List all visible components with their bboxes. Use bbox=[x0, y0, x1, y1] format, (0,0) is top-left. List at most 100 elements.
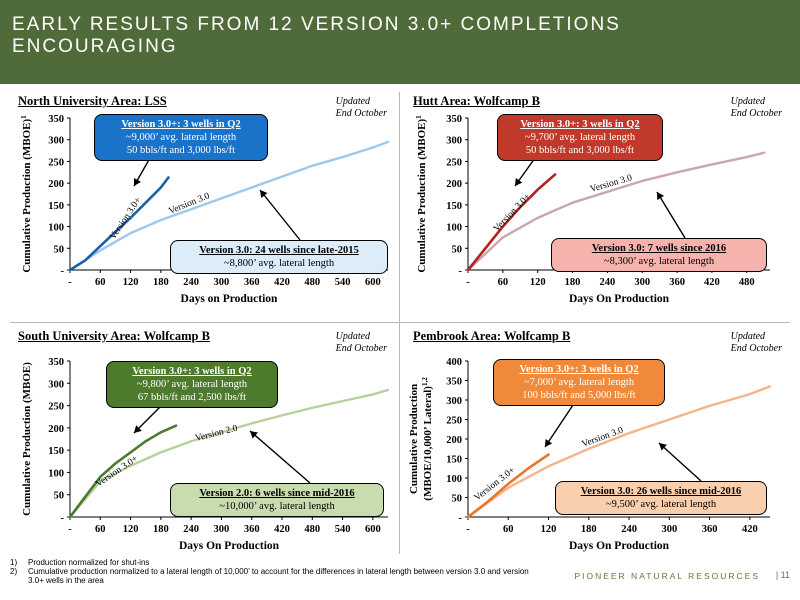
x-tick-label: 240 bbox=[183, 277, 199, 288]
y-axis-label-sup: 1 bbox=[20, 115, 28, 119]
line-chart: - 50 100 150 200 250 300 350 - 60 120 180 240 300 360 4… bbox=[20, 114, 390, 305]
y-axis-label-sup: 1 bbox=[415, 115, 423, 119]
callout-line-2: 50 bbls/ft and 3,000 lbs/ft bbox=[525, 145, 635, 156]
panel-title: North University Area: LSS bbox=[18, 94, 167, 108]
vertical-divider bbox=[399, 92, 400, 554]
arrow-to-old-line bbox=[259, 189, 301, 241]
callout-head: Version 3.0: 24 wells since late-2015 bbox=[199, 245, 359, 256]
footnote-text: Cumulative production normalized to a la… bbox=[28, 567, 529, 585]
x-tick-label: 120 bbox=[123, 524, 139, 535]
x-tick-label: 180 bbox=[581, 524, 597, 535]
callout-head: Version 3.0+: 3 wells in Q2 bbox=[520, 119, 640, 130]
callout-line-1: ~8,300’ avg. lateral length bbox=[603, 256, 715, 267]
callout-version-new: Version 3.0+: 3 wells in Q2 ~9,000’ avg.… bbox=[94, 114, 268, 161]
callout-version-old: Version 3.0: 26 wells since mid-2016 ~9,… bbox=[555, 481, 767, 515]
y-tick-label: 150 bbox=[48, 446, 64, 457]
arrow-to-old-line bbox=[656, 191, 686, 239]
y-axis-label: Cumulative Production (MBOE) bbox=[21, 362, 33, 516]
y-tick-label: 200 bbox=[48, 424, 64, 435]
x-tick-label: - bbox=[68, 277, 72, 288]
y-tick-label: 350 bbox=[446, 114, 462, 125]
y-tick-label: 250 bbox=[48, 402, 64, 413]
x-tick-label: 60 bbox=[498, 277, 509, 288]
callout-version-new: Version 3.0+: 3 wells in Q2 ~7,000’ avg.… bbox=[493, 359, 665, 406]
page-number: | 11 bbox=[775, 570, 790, 580]
x-axis-label: Days On Production bbox=[569, 540, 670, 552]
y-tick-label: 100 bbox=[446, 223, 462, 234]
series-label-version-old: Version 2.0 bbox=[194, 424, 239, 444]
y-tick-label: 50 bbox=[54, 244, 65, 255]
callout-version-old: Version 2.0: 6 wells since mid-2016 ~10,… bbox=[170, 483, 384, 517]
header-bar: EARLY RESULTS FROM 12 VERSION 3.0+ COMPL… bbox=[0, 0, 800, 84]
callout-version-old: Version 3.0: 7 wells since 2016 ~8,300’ … bbox=[551, 238, 767, 272]
company-brand: PIONEER NATURAL RESOURCES bbox=[574, 571, 760, 581]
footnote-2: 2) Cumulative production normalized to a … bbox=[10, 567, 530, 585]
arrowhead bbox=[657, 192, 665, 201]
footnote-1: 1) Production normalized for shut-ins bbox=[10, 558, 530, 567]
panel-south-university: South University Area: Wolfcamp B Update… bbox=[10, 327, 395, 552]
y-tick-label: - bbox=[459, 266, 463, 277]
x-tick-label: 480 bbox=[304, 277, 320, 288]
x-tick-label: 120 bbox=[530, 277, 546, 288]
panel-north-university: North University Area: LSS Updated End O… bbox=[10, 92, 395, 317]
x-tick-label: 540 bbox=[335, 277, 351, 288]
x-axis-label: Days on Production bbox=[181, 293, 279, 305]
y-tick-label: - bbox=[61, 266, 65, 277]
x-tick-label: 240 bbox=[600, 277, 616, 288]
callout-line-1: ~9,500’ avg. lateral length bbox=[605, 499, 717, 510]
callout-version-new: Version 3.0+: 3 wells in Q2 ~9,700’ avg.… bbox=[497, 114, 663, 161]
arrow-to-old-line bbox=[249, 430, 311, 484]
y-tick-label: 300 bbox=[48, 379, 64, 390]
y-tick-label: 100 bbox=[48, 223, 64, 234]
panel-title: Pembrook Area: Wolfcamp B bbox=[413, 329, 571, 343]
callout-line-2: 67 bbls/ft and 2,500 lbs/ft bbox=[137, 392, 247, 403]
series-label-version-new: Version 3.0+ bbox=[492, 192, 533, 234]
series-line-version-old bbox=[68, 140, 390, 272]
y-tick-label: 300 bbox=[48, 136, 64, 147]
x-tick-label: 300 bbox=[634, 277, 650, 288]
y-tick-label: 400 bbox=[446, 357, 462, 368]
x-tick-label: - bbox=[466, 277, 470, 288]
callout-line-1: ~7,000’ avg. lateral length bbox=[523, 377, 635, 388]
y-tick-label: 300 bbox=[446, 396, 462, 407]
y-tick-label: 100 bbox=[48, 468, 64, 479]
x-axis-label: Days On Production bbox=[179, 540, 280, 552]
callout-line-1: ~10,000’ avg. lateral length bbox=[219, 501, 335, 512]
y-tick-label: 300 bbox=[446, 136, 462, 147]
y-tick-label: 50 bbox=[452, 244, 463, 255]
x-tick-label: 180 bbox=[565, 277, 581, 288]
arrowhead bbox=[515, 177, 523, 186]
y-tick-label: 200 bbox=[48, 179, 64, 190]
y-tick-label: 150 bbox=[446, 455, 462, 466]
callout-line-1: ~9,800’ avg. lateral length bbox=[136, 379, 248, 390]
line-chart: - 50 100 150 200 250 300 350 - 60 120 180 240 300 360 4… bbox=[415, 114, 770, 305]
y-tick-label: 200 bbox=[446, 179, 462, 190]
x-tick-label: 480 bbox=[739, 277, 755, 288]
callout-head: Version 3.0+: 3 wells in Q2 bbox=[132, 366, 252, 377]
x-tick-label: 600 bbox=[365, 277, 381, 288]
callout-line-1: ~9,000’ avg. lateral length bbox=[125, 132, 237, 143]
callout-head: Version 3.0+: 3 wells in Q2 bbox=[121, 119, 241, 130]
panel-title: South University Area: Wolfcamp B bbox=[18, 329, 210, 343]
callout-line-2: 100 bbls/ft and 5,000 lbs/ft bbox=[522, 390, 636, 401]
series-line-version-old bbox=[466, 151, 766, 272]
arrow-to-old-line bbox=[658, 442, 702, 482]
x-tick-label: 480 bbox=[304, 524, 320, 535]
y-tick-label: 350 bbox=[446, 377, 462, 388]
callout-head: Version 3.0: 26 wells since mid-2016 bbox=[580, 486, 742, 497]
x-tick-label: 180 bbox=[153, 277, 169, 288]
arrowhead bbox=[250, 431, 258, 439]
footnote-text: Production normalized for shut-ins bbox=[28, 558, 150, 567]
y-axis-label-sup: 1,2 bbox=[421, 377, 429, 386]
x-tick-label: 300 bbox=[661, 524, 677, 535]
y-tick-label: 150 bbox=[48, 201, 64, 212]
series-line-version-new bbox=[466, 453, 550, 519]
horizontal-divider bbox=[10, 322, 790, 323]
arrowhead bbox=[659, 443, 667, 451]
footnote-number: 1) bbox=[10, 558, 18, 567]
y-tick-label: 200 bbox=[446, 435, 462, 446]
arrow-to-new-line bbox=[544, 404, 574, 448]
callout-line-1: ~8,800’ avg. lateral length bbox=[223, 258, 335, 269]
y-tick-label: 350 bbox=[48, 357, 64, 368]
x-tick-label: 420 bbox=[704, 277, 720, 288]
